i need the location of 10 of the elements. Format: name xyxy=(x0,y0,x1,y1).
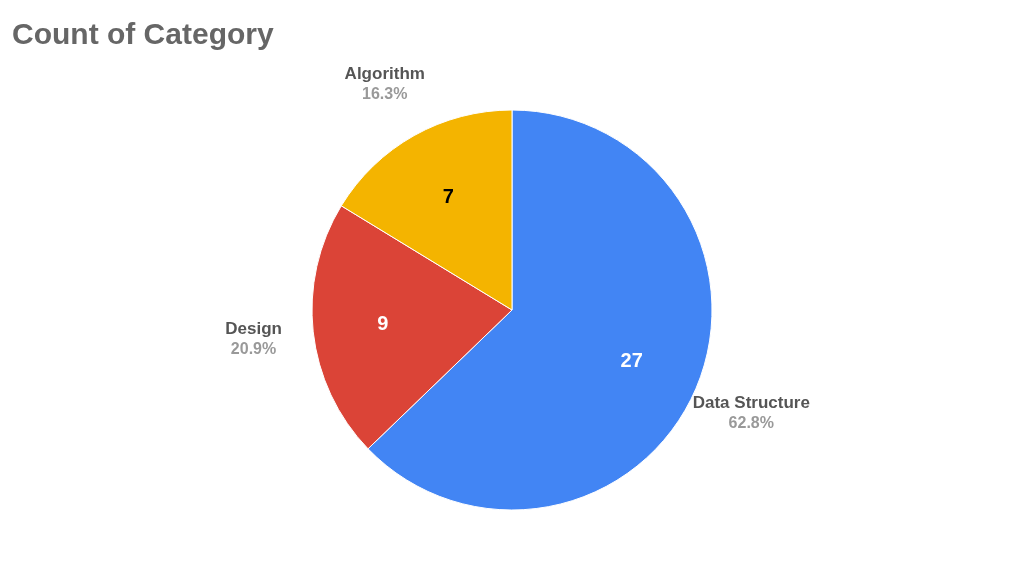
text: 16.3% xyxy=(362,85,408,103)
data-label: 7 xyxy=(442,184,454,207)
chart-title: Count of Category xyxy=(12,17,274,50)
data-label: 9 xyxy=(377,312,389,335)
text: 62.8% xyxy=(728,413,774,431)
data-label: 27 xyxy=(620,348,643,371)
slice-label: Algorithm xyxy=(344,64,425,84)
slice-label: Data Structure xyxy=(692,392,810,412)
slice-label: Design xyxy=(225,319,282,339)
text: 20.9% xyxy=(230,340,277,358)
